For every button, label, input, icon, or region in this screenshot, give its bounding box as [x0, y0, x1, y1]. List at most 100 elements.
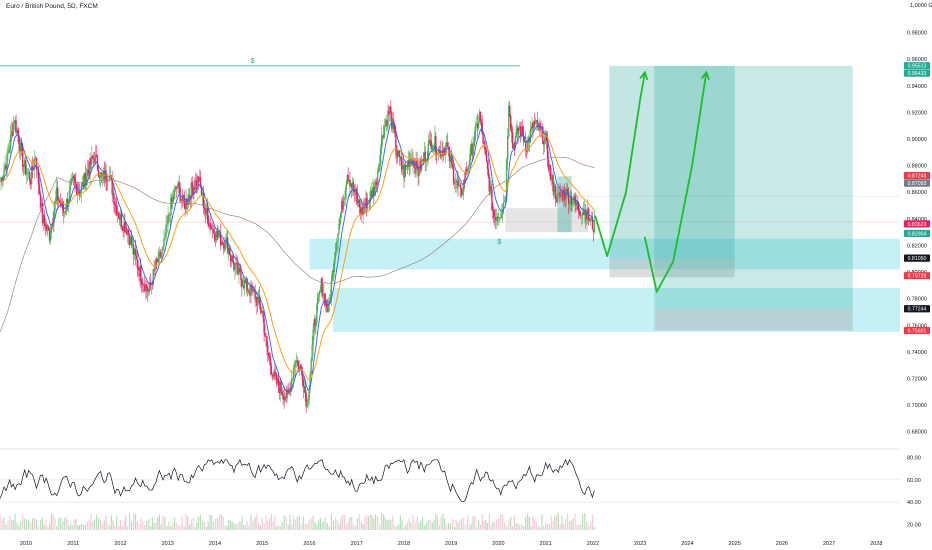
- candle-body: [499, 217, 501, 219]
- candle-body: [119, 214, 122, 220]
- volume-bar: [392, 515, 394, 530]
- volume-bar: [144, 524, 146, 530]
- y-tick: 0.86000: [907, 190, 927, 196]
- candle-body: [183, 194, 185, 204]
- candle-body: [493, 210, 495, 218]
- volume-bar: [388, 519, 390, 530]
- x-tick-2026: 2026: [776, 541, 788, 547]
- candle-body: [143, 284, 145, 286]
- candle-body: [561, 191, 563, 196]
- price-tag-6: [904, 254, 930, 262]
- candle-body: [11, 131, 14, 136]
- candle-body: [314, 319, 316, 326]
- candle-body: [529, 129, 532, 143]
- volume-bar: [181, 516, 183, 530]
- candle-body: [100, 172, 103, 176]
- volume-bar: [97, 517, 100, 530]
- candle-body: [403, 165, 405, 178]
- candle-body: [265, 336, 267, 337]
- volume-bar: [500, 514, 502, 530]
- candle-body: [377, 166, 380, 173]
- candle-body: [156, 258, 158, 261]
- candle-body: [300, 366, 303, 372]
- candle-body: [496, 216, 498, 221]
- volume-bar: [304, 523, 306, 530]
- candle-body: [211, 228, 213, 230]
- x-tick-2011: 2011: [67, 541, 79, 547]
- candle-body: [201, 192, 204, 195]
- candle-body: [227, 247, 230, 254]
- volume-bar: [134, 514, 137, 530]
- candle-body: [171, 197, 173, 202]
- volume-bar: [588, 526, 590, 530]
- candle-body: [481, 122, 483, 134]
- volume-bar: [235, 524, 237, 530]
- ema-slow-line: [0, 156, 595, 333]
- grid: [0, 195, 900, 450]
- volume-bar: [414, 522, 416, 530]
- candle-body: [388, 110, 390, 114]
- y-tick: 0.76000: [907, 323, 927, 329]
- candle-body: [567, 192, 570, 204]
- candle-body: [474, 131, 476, 143]
- candle-body: [92, 155, 94, 159]
- volume-bar: [377, 516, 379, 530]
- volume-bar: [28, 519, 30, 530]
- candle-body: [468, 161, 471, 166]
- arrow-head-1: [701, 70, 710, 80]
- candle-body: [498, 217, 500, 219]
- candle-body: [27, 172, 30, 173]
- volume-bar: [548, 523, 551, 530]
- candle-body: [352, 182, 355, 191]
- y-tick: 0.82000: [907, 243, 927, 249]
- volume-bar: [323, 521, 325, 530]
- candle-body: [20, 142, 22, 152]
- volume-bar: [252, 520, 254, 530]
- candle-body: [398, 150, 401, 157]
- candle-body: [198, 177, 201, 183]
- candle-body: [124, 222, 126, 233]
- volume-bar: [300, 524, 302, 530]
- volume-bar: [123, 520, 125, 530]
- candle-body: [21, 142, 23, 148]
- volume-bar: [116, 516, 118, 530]
- candle-body: [242, 285, 245, 289]
- candle-body: [38, 184, 41, 194]
- candle-body: [46, 225, 48, 231]
- volume-bar: [334, 518, 337, 530]
- candle-body: [170, 197, 172, 215]
- candle-body: [414, 167, 416, 174]
- volume-bar: [521, 524, 523, 530]
- volume-bar: [73, 519, 75, 530]
- volume-bar: [179, 525, 181, 530]
- volume-bar: [403, 526, 405, 530]
- candle-body: [539, 124, 541, 128]
- candle-body: [173, 190, 176, 199]
- candle-body: [269, 358, 272, 366]
- candle-body: [229, 254, 232, 257]
- volume-bar: [101, 524, 104, 530]
- candle-body: [448, 146, 451, 162]
- candle-body: [263, 318, 265, 333]
- volume-bar: [136, 520, 138, 530]
- candle-body: [383, 126, 386, 138]
- candle-body: [425, 158, 427, 162]
- candle-body: [387, 110, 389, 126]
- candle-body: [429, 139, 431, 142]
- candle-body: [562, 189, 565, 201]
- candle-body: [343, 197, 346, 200]
- volume-bar: [142, 521, 144, 530]
- candle-body: [333, 259, 336, 273]
- candle-body: [446, 142, 449, 147]
- candle-body: [502, 202, 505, 209]
- candle-body: [106, 180, 108, 182]
- candle-body: [564, 197, 567, 200]
- candle-body: [454, 182, 457, 184]
- volume-bar: [153, 522, 155, 530]
- candle-body: [580, 214, 582, 216]
- volume-bar: [31, 518, 34, 530]
- candle-body: [332, 270, 335, 273]
- candle-body: [118, 217, 121, 220]
- volume-bar: [263, 523, 265, 530]
